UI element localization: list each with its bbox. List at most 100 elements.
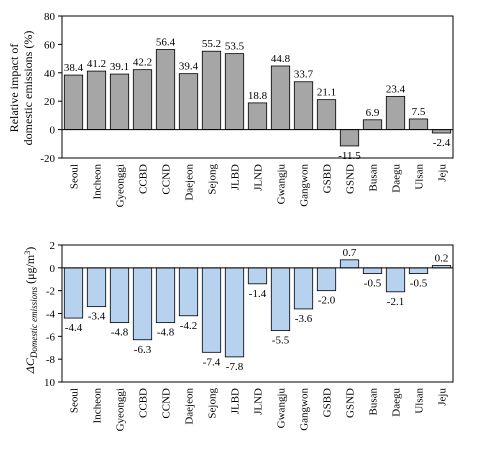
x-category-label: Gyeonggi bbox=[115, 164, 127, 207]
x-category-label: CCBD bbox=[138, 164, 150, 194]
data-label: -4.2 bbox=[180, 320, 197, 332]
plot-frame bbox=[61, 15, 454, 159]
data-label: -7.4 bbox=[203, 356, 221, 368]
data-label: -2.1 bbox=[387, 296, 404, 308]
x-category-label: Daegu bbox=[391, 388, 403, 417]
data-label: -7.8 bbox=[226, 361, 244, 373]
bar bbox=[86, 267, 107, 308]
data-label: -1.4 bbox=[249, 288, 267, 300]
y-tick-label: 2 bbox=[50, 240, 56, 252]
bottom-y-axis-title: ΔCDomestic emissions (μg/m3) bbox=[23, 247, 39, 374]
y-tick-label: 0 bbox=[50, 125, 56, 137]
data-label: 55.2 bbox=[202, 38, 221, 50]
x-category-label: GSND bbox=[345, 388, 357, 418]
data-label: -3.6 bbox=[295, 313, 313, 325]
data-label: 18.8 bbox=[248, 90, 268, 102]
bar bbox=[316, 99, 337, 131]
bar bbox=[316, 267, 337, 292]
data-label: 6.9 bbox=[366, 107, 380, 119]
bar bbox=[109, 267, 130, 324]
data-label: -4.4 bbox=[65, 322, 83, 334]
x-category-label: Ulsan bbox=[414, 164, 426, 190]
data-label: -6.3 bbox=[134, 344, 152, 356]
bar bbox=[224, 53, 245, 131]
x-category-label: Gyeonggi bbox=[115, 388, 127, 431]
x-category-label: Busan bbox=[368, 388, 380, 416]
bar bbox=[201, 267, 222, 353]
data-label: 21.1 bbox=[317, 87, 336, 99]
bar bbox=[178, 267, 199, 317]
bar bbox=[339, 129, 360, 147]
data-label: 33.7 bbox=[294, 69, 314, 81]
data-label: -2.0 bbox=[318, 295, 336, 307]
data-label: 41.2 bbox=[87, 58, 106, 70]
bar bbox=[408, 267, 429, 274]
y-tick-label: -8 bbox=[46, 354, 56, 366]
x-category-label: Jeju bbox=[437, 164, 449, 182]
data-label: 39.4 bbox=[179, 61, 199, 73]
data-label: 38.4 bbox=[64, 62, 84, 74]
bar bbox=[270, 65, 291, 131]
data-label: -3.4 bbox=[88, 311, 106, 323]
x-category-label: Seoul bbox=[69, 388, 81, 413]
bar bbox=[362, 267, 383, 274]
bar bbox=[109, 73, 130, 131]
x-category-label: JLBD bbox=[230, 164, 242, 190]
x-category-label: Incheon bbox=[92, 164, 104, 200]
x-category-label: CCBD bbox=[138, 388, 150, 418]
bar bbox=[178, 73, 199, 130]
data-label: -5.5 bbox=[272, 335, 290, 347]
y-tick-label: -6 bbox=[46, 331, 56, 343]
data-label: -2.4 bbox=[433, 137, 451, 149]
y-tick-label: 0 bbox=[50, 263, 56, 275]
bar bbox=[63, 74, 84, 130]
x-category-label: Gangwon bbox=[299, 164, 311, 207]
x-category-label: JLND bbox=[253, 164, 265, 191]
data-label: 53.5 bbox=[225, 41, 245, 53]
bar bbox=[132, 267, 153, 341]
data-label: -0.5 bbox=[364, 278, 382, 290]
x-category-label: Daejeon bbox=[184, 388, 196, 425]
x-category-label: Incheon bbox=[92, 388, 104, 424]
data-label: 0.7 bbox=[343, 247, 357, 259]
y-tick-label: 60 bbox=[44, 39, 56, 51]
bar bbox=[339, 259, 360, 269]
bar bbox=[293, 81, 314, 131]
bar bbox=[155, 49, 176, 130]
data-label: -4.8 bbox=[157, 327, 175, 339]
data-label: 56.4 bbox=[156, 37, 176, 49]
y-tick-label: 20 bbox=[44, 96, 56, 108]
x-category-label: JLBD bbox=[230, 388, 242, 414]
top-y-axis-title-line1: Relative impact of bbox=[7, 44, 21, 133]
data-label: -4.8 bbox=[111, 327, 129, 339]
data-label: 42.2 bbox=[133, 57, 152, 69]
x-category-label: Sejong bbox=[207, 164, 219, 195]
y-tick-label: 80 bbox=[44, 11, 56, 23]
x-category-label: CCND bbox=[161, 388, 173, 419]
x-category-label: Sejong bbox=[207, 388, 219, 419]
top-y-axis-title-line2: domestic emissions (%) bbox=[21, 31, 35, 146]
unit-label: (μg/m bbox=[23, 254, 37, 287]
x-category-label: Gangwon bbox=[299, 388, 311, 431]
y-tick-label: 10 bbox=[44, 377, 56, 389]
x-category-label: Gwangju bbox=[276, 164, 288, 205]
bar bbox=[247, 102, 268, 130]
bar bbox=[431, 129, 452, 134]
delta-c-subscript: Domestic emissions bbox=[29, 286, 39, 359]
bar bbox=[224, 267, 245, 358]
x-category-label: Busan bbox=[368, 164, 380, 192]
x-category-label: GSND bbox=[345, 164, 357, 194]
bar bbox=[155, 267, 176, 324]
data-label: 39.1 bbox=[110, 61, 129, 73]
data-label: 7.5 bbox=[412, 106, 426, 118]
unit-close: ) bbox=[23, 247, 37, 251]
y-tick-label: 40 bbox=[44, 68, 56, 80]
bar bbox=[270, 267, 291, 332]
bar bbox=[63, 267, 84, 319]
x-category-label: Ulsan bbox=[414, 388, 426, 414]
bottom-panel-delta-c: 10 -8 -6 -4 -2 0 2 -4.4 Seoul -3.4 Incheon -4.8 Gyeo… bbox=[44, 240, 454, 431]
unit-superscript: 3 bbox=[23, 251, 32, 255]
x-category-label: Seoul bbox=[69, 164, 81, 189]
y-tick-label: -2 bbox=[46, 286, 55, 298]
